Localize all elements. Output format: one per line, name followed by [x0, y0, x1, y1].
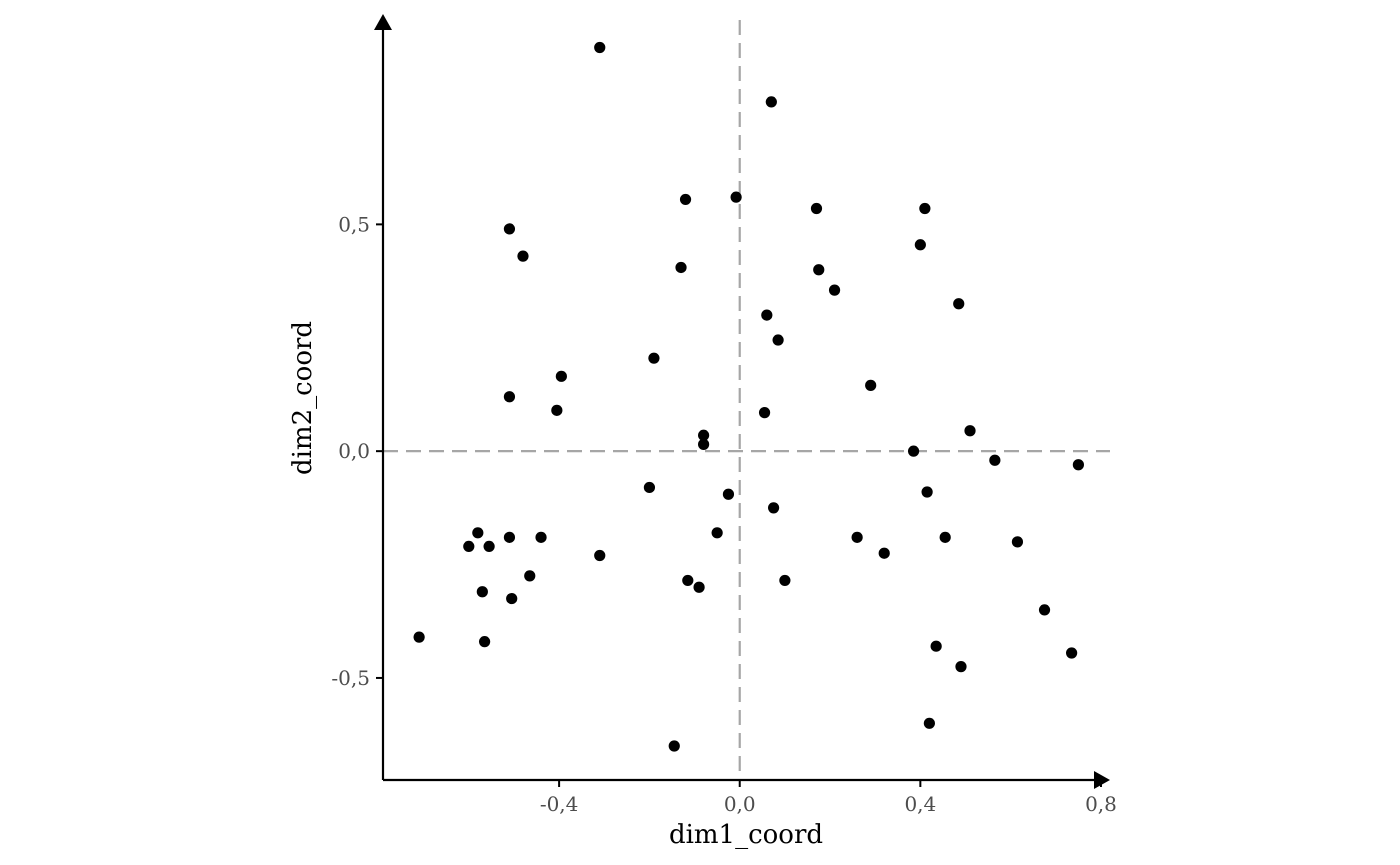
data-point [594, 41, 606, 54]
data-point [851, 531, 863, 543]
data-point [555, 370, 567, 382]
x-tick-label: 0,8 [1085, 792, 1117, 816]
data-point [1066, 647, 1078, 659]
data-point [919, 202, 931, 215]
data-point [711, 527, 723, 539]
data-point [476, 586, 488, 598]
data-point [648, 352, 660, 364]
data-point [921, 486, 933, 498]
data-point [698, 438, 710, 450]
data-point [923, 717, 935, 729]
data-point [767, 502, 780, 514]
data-point [503, 223, 516, 235]
y-tick-label: 0,5 [338, 212, 370, 236]
data-point [478, 636, 491, 648]
data-point [551, 404, 563, 416]
y-axis-ticks: -0,5 0,0 0,5 [331, 212, 383, 690]
reference-lines [383, 20, 1110, 780]
data-point [679, 193, 692, 206]
data-point [953, 298, 965, 310]
x-tick-label: 0,0 [724, 792, 756, 816]
data-point [1072, 459, 1084, 471]
data-point [1038, 604, 1051, 616]
x-tick-label: 0,4 [904, 792, 936, 816]
data-point [964, 425, 976, 437]
data-point [955, 661, 967, 673]
data-point [779, 574, 791, 587]
data-point [758, 407, 771, 419]
data-point [765, 96, 777, 108]
data-point [675, 261, 687, 274]
x-axis-title: dim1_coord [669, 820, 823, 850]
data-point [722, 488, 735, 500]
data-point [761, 309, 773, 321]
y-axis-arrow-icon [374, 14, 392, 30]
data-point [878, 547, 890, 559]
axes [374, 14, 1110, 789]
data-point [682, 574, 694, 587]
data-point [506, 592, 518, 605]
data-point [907, 445, 920, 457]
data-point [772, 334, 784, 346]
data-point [668, 740, 680, 752]
data-point [483, 540, 495, 553]
data-point [698, 429, 710, 441]
y-tick-label: -0,5 [331, 666, 370, 690]
data-point [930, 640, 942, 652]
data-point [503, 531, 516, 543]
data-point [865, 379, 877, 391]
data-point [643, 481, 656, 494]
data-point [813, 264, 825, 276]
data-point [524, 570, 536, 582]
data-points [413, 41, 1084, 752]
data-point [914, 239, 926, 251]
data-point [989, 454, 1001, 466]
data-point [463, 540, 475, 553]
y-tick-label: 0,0 [338, 439, 370, 463]
data-point [594, 549, 606, 562]
x-axis-arrow-icon [1094, 771, 1110, 789]
data-point [810, 202, 823, 215]
data-point [939, 531, 951, 543]
x-tick-label: -0,4 [540, 792, 579, 816]
data-point [730, 191, 742, 203]
data-point [517, 250, 529, 262]
data-point [413, 631, 425, 643]
data-point [828, 284, 841, 296]
data-point [472, 527, 484, 539]
x-axis-ticks: -0,4 0,0 0,4 0,8 [540, 780, 1117, 816]
y-axis-title: dim2_coord [288, 321, 318, 475]
data-point [535, 531, 547, 543]
data-point [1011, 536, 1024, 548]
data-point [693, 581, 705, 593]
data-point [503, 391, 516, 403]
